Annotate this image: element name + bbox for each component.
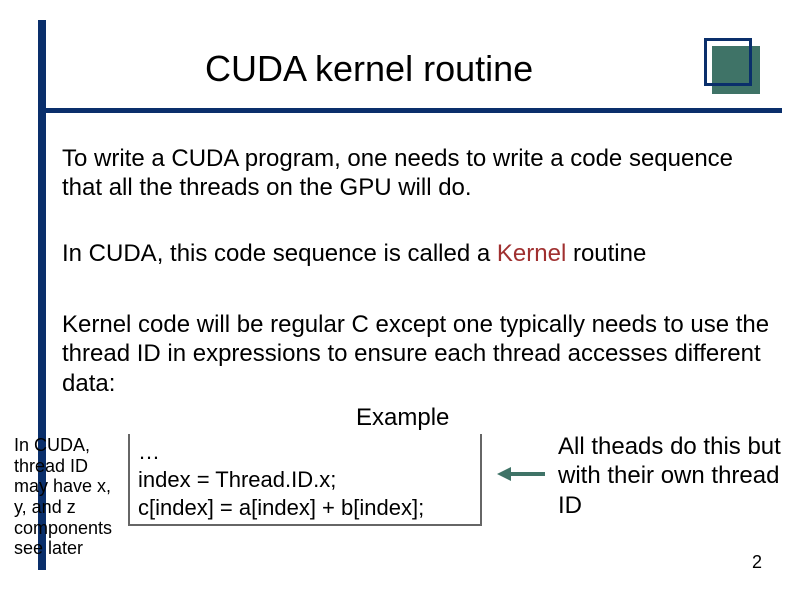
accent-horizontal-bar <box>38 108 782 113</box>
corner-decoration <box>704 38 762 96</box>
kernel-keyword: Kernel <box>497 240 566 267</box>
code-line-1: … <box>138 438 472 466</box>
right-side-note: All theads do this but with their own th… <box>558 432 788 520</box>
code-line-2: index = Thread.ID.x; <box>138 466 472 494</box>
page-number: 2 <box>752 552 762 573</box>
slide-title: CUDA kernel routine <box>205 48 533 90</box>
code-line-3: c[index] = a[index] + b[index]; <box>138 494 472 522</box>
arrow-left-icon <box>497 467 545 481</box>
paragraph-2: In CUDA, this code sequence is called a … <box>62 239 782 268</box>
paragraph-1: To write a CUDA program, one needs to wr… <box>62 144 762 203</box>
code-example-box: … index = Thread.ID.x; c[index] = a[inde… <box>128 434 482 526</box>
left-side-note: In CUDA, thread ID may have x, y, and z … <box>14 435 126 559</box>
example-heading: Example <box>356 404 449 432</box>
paragraph-3: Kernel code will be regular C except one… <box>62 310 790 398</box>
paragraph-2-a: In CUDA, this code sequence is called a <box>62 240 497 267</box>
paragraph-2-b: routine <box>566 240 646 267</box>
